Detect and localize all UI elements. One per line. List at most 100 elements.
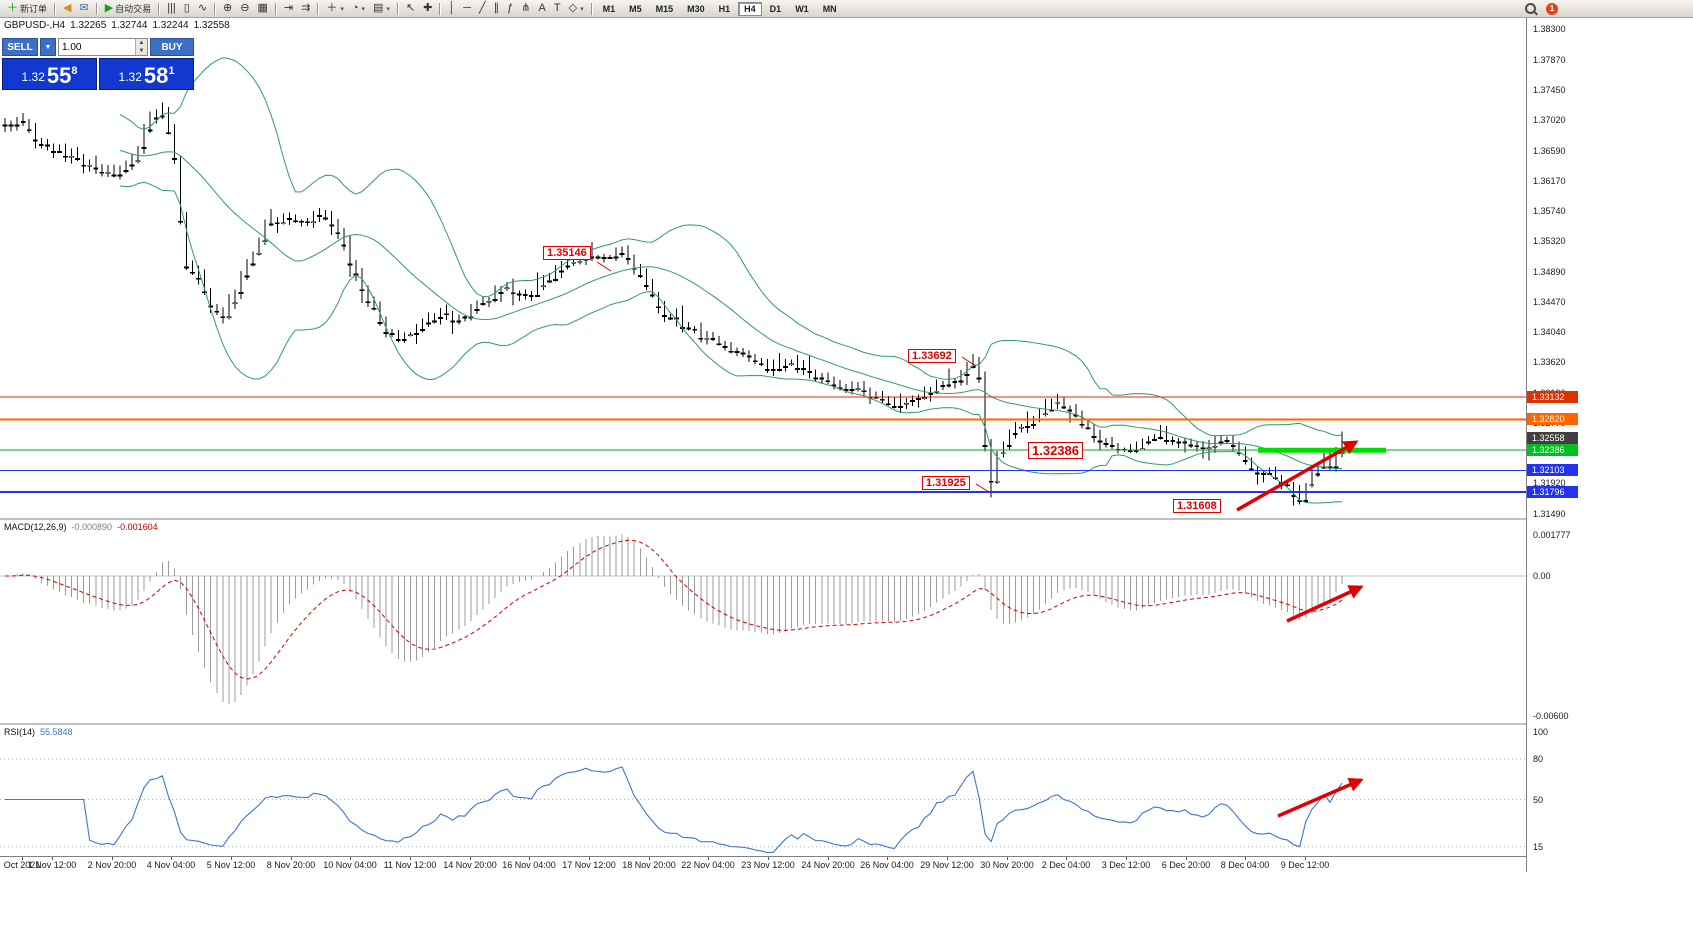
price-callout[interactable]: 1.31925 <box>922 476 970 490</box>
sell-button[interactable]: SELL <box>2 38 38 56</box>
macd-signal-value: -0.001604 <box>117 522 158 532</box>
time-tick <box>52 857 53 860</box>
search-icon[interactable] <box>1525 3 1536 14</box>
channel-icon[interactable]: ∥ <box>490 2 504 16</box>
bar-chart-icon: ||| <box>167 2 176 14</box>
shapes-icon[interactable]: ◇ ▾ <box>565 2 588 16</box>
time-tick <box>947 857 948 860</box>
sell-price-display[interactable]: 1.32 55 8 <box>2 58 97 90</box>
rsi-scale-tick: 80 <box>1533 754 1544 764</box>
rsi-label: RSI(14) 55.5848 <box>4 727 73 737</box>
crosshair-icon[interactable]: ✚ <box>419 2 436 16</box>
toolbar-separator <box>158 2 161 15</box>
time-tick <box>708 857 709 860</box>
cursor-icon[interactable]: ↖ <box>402 2 419 16</box>
timeframe-m1[interactable]: M1 <box>602 3 616 14</box>
timeframe-mn[interactable]: MN <box>822 3 837 14</box>
time-label: 4 Nov 04:00 <box>146 860 196 870</box>
timeframe-m30[interactable]: M30 <box>687 3 705 14</box>
time-tick <box>1305 857 1306 860</box>
bar-chart-icon[interactable]: ||| <box>163 2 180 16</box>
time-label: 17 Nov 12:00 <box>562 860 616 870</box>
macd-panel[interactable] <box>0 534 1526 705</box>
macd-scale-tick: 0.001777 <box>1533 529 1571 540</box>
mail-icon: ✉ <box>79 2 89 14</box>
timeframe-h4[interactable]: H4 <box>738 1 762 16</box>
announce-icon[interactable]: ◀ <box>59 2 75 16</box>
timeframe-d1[interactable]: D1 <box>769 3 782 14</box>
trend-arrows[interactable] <box>1236 440 1364 818</box>
time-label: 5 Nov 12:00 <box>206 860 256 870</box>
timeframe-w1[interactable]: W1 <box>795 3 809 14</box>
fibonacci-icon[interactable]: ƒ <box>503 2 517 16</box>
volume-down-button[interactable]: ▼ <box>136 47 147 55</box>
buy-price-display[interactable]: 1.32 58 1 <box>99 58 194 90</box>
auto-scroll-icon[interactable]: ⇥ <box>280 2 297 16</box>
tile-windows-icon: ▦ <box>257 2 268 14</box>
line-chart-icon[interactable]: ∿ <box>194 2 211 16</box>
chart-canvas[interactable] <box>0 0 1526 942</box>
fibonacci-icon: ƒ <box>507 2 514 14</box>
rsi-scale-tick: 100 <box>1533 727 1549 737</box>
trendline-icon[interactable]: ╱ <box>475 2 490 16</box>
time-axis[interactable]: Oct 2021 1 Nov 12:00 2 Nov 20:00 4 Nov 04:0… <box>0 856 1526 873</box>
new-order-button[interactable]: ＋新订单 <box>3 2 51 16</box>
price-callout[interactable]: 1.32386 <box>1028 442 1083 459</box>
timeframe-m15[interactable]: M15 <box>655 3 674 14</box>
volume-dropdown[interactable]: ▼ <box>40 38 56 56</box>
time-tick <box>529 857 530 860</box>
macd-scale-tick: -0.00600 <box>1533 710 1569 721</box>
template-icon[interactable]: ▤ ▾ <box>369 2 394 16</box>
price-callout[interactable]: 1.33692 <box>908 349 956 363</box>
label-icon[interactable]: T <box>550 2 565 16</box>
price-axis[interactable]: 1.38300 1.37870 1.37450 1.37020 1.36590 1.361… <box>1526 18 1693 872</box>
candlestick-chart-icon[interactable]: ▯ <box>180 2 194 16</box>
new-order-icon: ＋ <box>7 2 18 14</box>
time-label: 30 Nov 20:00 <box>980 860 1034 870</box>
horizontal-level-lines[interactable] <box>0 396 1526 494</box>
main-price-panel[interactable] <box>0 57 1526 506</box>
toolbar-separator <box>396 2 399 15</box>
ohlc-close: 1.32558 <box>193 20 230 31</box>
timeframe-h1[interactable]: H1 <box>718 3 731 14</box>
macd-scale-tick: 0.00 <box>1533 571 1551 581</box>
volume-up-button[interactable]: ▲ <box>136 39 147 47</box>
zoom-in-icon[interactable]: ⊕ <box>219 2 236 16</box>
price-callout[interactable]: 1.31608 <box>1173 499 1221 513</box>
sell-price-prefix: 1.32 <box>21 70 45 84</box>
rsi-panel[interactable] <box>0 758 1526 854</box>
chart-shift-icon[interactable]: ⇉ <box>297 2 314 16</box>
period-icon[interactable]: ◔ ▾ <box>348 2 369 16</box>
toolbar-right: 1 <box>1525 2 1558 15</box>
text-icon[interactable]: A <box>535 2 550 16</box>
chart-shift-icon: ⇉ <box>301 2 311 14</box>
time-tick <box>1126 857 1127 860</box>
notification-badge[interactable]: 1 <box>1546 2 1558 15</box>
buy-button[interactable]: BUY <box>150 38 194 56</box>
channel-icon: ∥ <box>493 2 500 14</box>
price-tick: 1.34890 <box>1533 266 1566 277</box>
autotrade-button-label: 自动交易 <box>115 4 152 14</box>
time-tick <box>470 857 471 860</box>
chevron-down-icon: ▼ <box>44 43 52 51</box>
macd-value: -0.000890 <box>71 522 113 532</box>
time-tick <box>1245 857 1246 860</box>
macd-signal-line <box>4 539 1343 680</box>
macd-label: MACD(12,26,9) -0.000890 -0.001604 <box>4 522 158 532</box>
tile-windows-icon[interactable]: ▦ <box>253 2 271 16</box>
mail-icon[interactable]: ✉ <box>75 2 92 16</box>
andrews-fork-icon[interactable]: ⋔ <box>517 2 534 16</box>
shapes-icon: ◇ <box>568 2 578 14</box>
zoom-out-icon[interactable]: ⊖ <box>236 2 253 16</box>
volume-input[interactable] <box>59 39 135 55</box>
timeframe-m5[interactable]: M5 <box>629 3 642 14</box>
autotrade-button[interactable]: ▶ 自动交易 <box>101 2 155 16</box>
time-tick <box>887 857 888 860</box>
horizontal-line-icon[interactable]: ─ <box>459 2 475 16</box>
toolbar-separator <box>54 2 57 15</box>
add-indicator-icon[interactable]: ＋ ▾ <box>322 2 348 16</box>
price-callout[interactable]: 1.35146 <box>543 246 591 260</box>
vertical-line-icon[interactable]: │ <box>444 2 459 16</box>
sell-price-big: 55 <box>46 63 72 88</box>
